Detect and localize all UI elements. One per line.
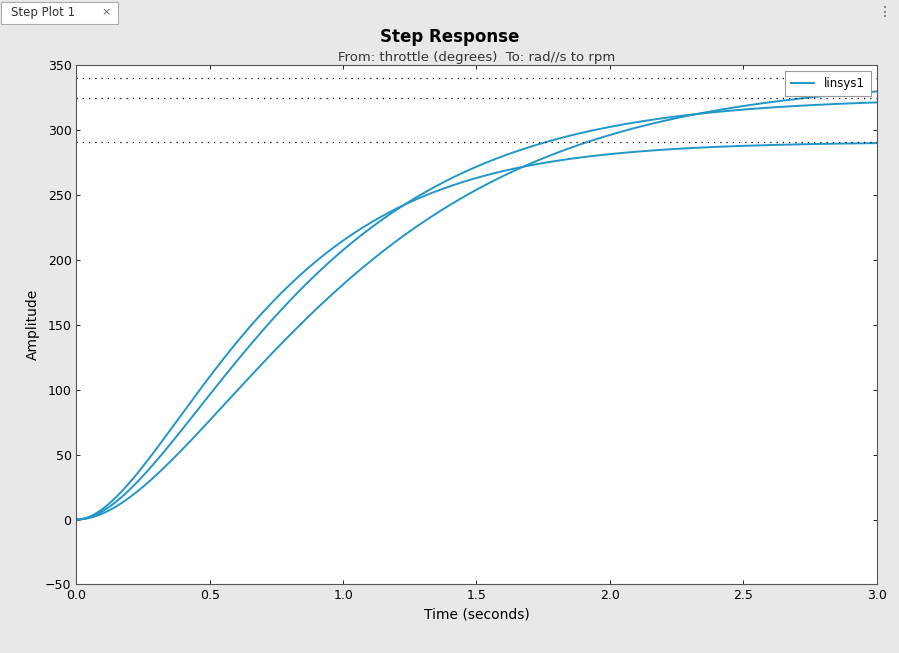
Text: Step Response: Step Response bbox=[379, 27, 520, 46]
X-axis label: Time (seconds): Time (seconds) bbox=[423, 608, 530, 622]
FancyBboxPatch shape bbox=[1, 3, 118, 24]
Text: Step Plot 1: Step Plot 1 bbox=[11, 6, 75, 19]
Title: From: throttle (degrees)  To: rad//s to rpm: From: throttle (degrees) To: rad//s to r… bbox=[338, 51, 615, 64]
Y-axis label: Amplitude: Amplitude bbox=[25, 289, 40, 360]
Text: ⋮: ⋮ bbox=[878, 5, 892, 20]
Text: ×: × bbox=[102, 7, 111, 17]
Legend: linsys1: linsys1 bbox=[785, 71, 870, 96]
